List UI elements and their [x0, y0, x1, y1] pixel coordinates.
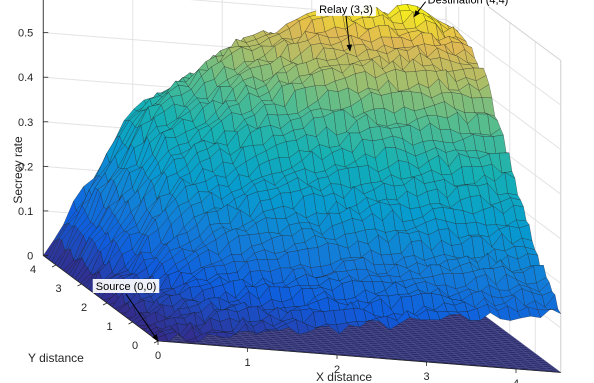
- x-tick-label: 1: [244, 357, 250, 369]
- annotation-3: Source (0,0): [92, 279, 160, 342]
- z-tick-label: 0.2: [18, 161, 33, 173]
- annotation-box: [424, 0, 512, 7]
- x-tick-label: 4: [513, 378, 519, 383]
- annotation-text: Source (0,0): [96, 281, 157, 293]
- x-tick-label: 2: [334, 364, 340, 376]
- y-tick-mark: [128, 321, 133, 325]
- y-tick-mark: [77, 283, 82, 287]
- y-tick-mark: [51, 264, 57, 268]
- y-tick-label: 0: [132, 340, 138, 352]
- x-axis-label: X distance: [316, 370, 372, 383]
- annotation-2: Destination (4,4): [413, 0, 512, 18]
- annotation-arrow: [345, 15, 353, 52]
- y-tick-label: 3: [55, 283, 61, 295]
- annotation-1: Relay (3,3): [316, 1, 376, 52]
- annotation-arrow: [413, 1, 427, 18]
- annotation-box: [92, 279, 160, 293]
- z-tick-label: 0.4: [18, 72, 33, 84]
- axes: 012340123400.10.20.30.40.50.60.7: [18, 0, 561, 383]
- annotation-arrow: [125, 293, 159, 342]
- z-tick-label: 0: [27, 251, 33, 263]
- surface-mesh: [43, 4, 562, 343]
- annotation-text: Relay (3,3): [319, 4, 373, 16]
- y-axis-line: [43, 255, 159, 342]
- annotation-text: Destination (4,4): [428, 0, 509, 7]
- z-tick-label: 0.3: [18, 117, 33, 129]
- z-tick-label: 0.5: [18, 28, 33, 40]
- y-tick-label: 1: [106, 321, 112, 333]
- x-tick-label: 0: [155, 350, 161, 362]
- x-axis-line: [157, 340, 561, 373]
- y-tick-label: 2: [81, 302, 87, 314]
- x-tick-label: 3: [423, 371, 429, 383]
- annotation-box: [316, 1, 376, 16]
- z-axis-label: Secrecy rate: [11, 136, 25, 204]
- y-axis-label: Y distance: [28, 351, 84, 365]
- wall-edge: [478, 0, 562, 61]
- y-tick-mark: [153, 340, 159, 344]
- y-tick-label: 4: [30, 264, 36, 276]
- y-tick-mark: [102, 302, 108, 306]
- annotations: Peak = 0.6483Relay (3,3)Destination (4,4…: [92, 0, 512, 342]
- z-tick-label: 0.1: [18, 206, 33, 218]
